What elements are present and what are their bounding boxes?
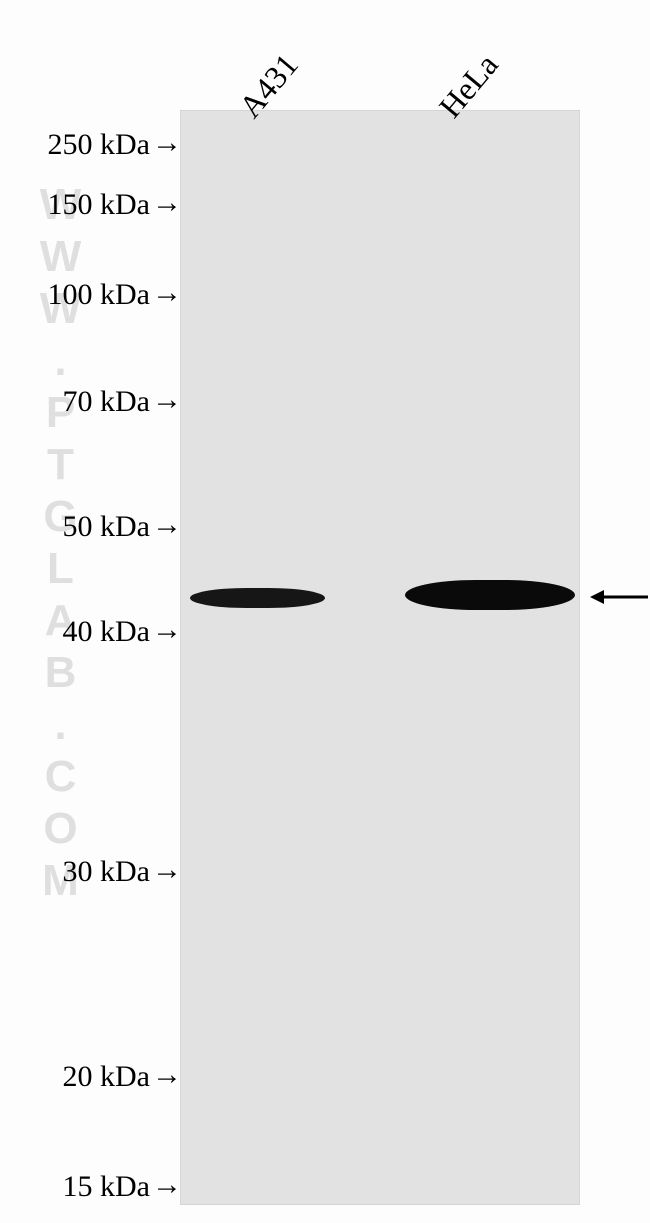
band-pointer-arrow xyxy=(590,585,650,614)
protein-band xyxy=(405,580,575,610)
ladder-label: 70 kDa xyxy=(63,385,150,419)
membrane xyxy=(180,110,580,1205)
ladder-arrow-icon: → xyxy=(152,276,182,310)
ladder-arrow-icon: → xyxy=(152,613,182,647)
ladder-arrow-icon: → xyxy=(152,1058,182,1092)
ladder-label: 15 kDa xyxy=(63,1170,150,1204)
blot-container: WWW.PTGLAB.COM A431HeLa 250 kDa→150 kDa→… xyxy=(0,0,650,1223)
ladder-arrow-icon: → xyxy=(152,383,182,417)
ladder-label: 40 kDa xyxy=(63,615,150,649)
ladder-label: 50 kDa xyxy=(63,510,150,544)
protein-band xyxy=(190,588,325,608)
ladder-label: 250 kDa xyxy=(48,128,150,162)
ladder-arrow-icon: → xyxy=(152,1168,182,1202)
ladder-arrow-icon: → xyxy=(152,186,182,220)
ladder-arrow-icon: → xyxy=(152,126,182,160)
ladder-label: 30 kDa xyxy=(63,855,150,889)
ladder-label: 150 kDa xyxy=(48,188,150,222)
ladder-label: 100 kDa xyxy=(48,278,150,312)
ladder-label: 20 kDa xyxy=(63,1060,150,1094)
ladder-arrow-icon: → xyxy=(152,853,182,887)
ladder-arrow-icon: → xyxy=(152,508,182,542)
